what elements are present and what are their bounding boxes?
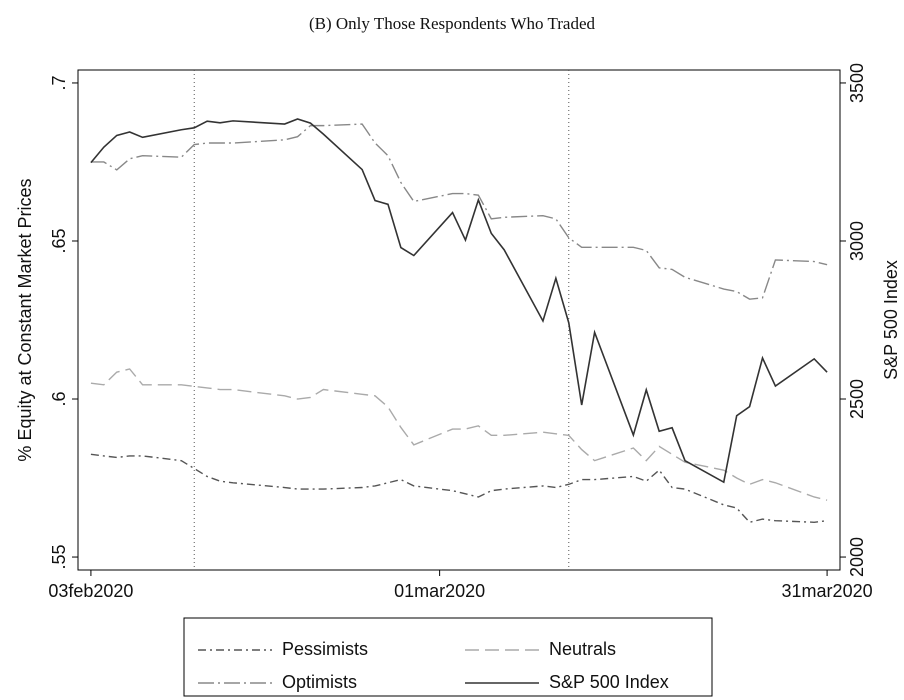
y2-tick-label: 3500	[847, 63, 867, 103]
y2-tick-label: 2500	[847, 379, 867, 419]
y-tick-label: .55	[49, 545, 69, 570]
legend-frame	[183, 617, 713, 697]
legend-label: Neutrals	[549, 639, 616, 659]
y-tick-label: .7	[49, 75, 69, 90]
y2-tick-label: 2000	[847, 537, 867, 577]
series-line	[90, 453, 828, 524]
x-tick-label: 31mar2020	[782, 581, 873, 601]
x-tick-label: 01mar2020	[394, 581, 485, 601]
y-tick-label: .65	[49, 228, 69, 253]
x-tick-label: 03feb2020	[48, 581, 133, 601]
y2-axis-label: S&P 500 Index	[881, 260, 901, 380]
plot-frame	[77, 69, 841, 571]
y-tick-label: .6	[49, 392, 69, 407]
legend-label: Optimists	[282, 672, 357, 692]
y2-tick-label: 3000	[847, 221, 867, 261]
series-line	[90, 118, 828, 484]
series-line	[90, 368, 828, 501]
series-line	[90, 123, 828, 300]
legend-label: S&P 500 Index	[549, 672, 669, 692]
legend-label: Pessimists	[282, 639, 368, 659]
y-axis-label: % Equity at Constant Market Prices	[15, 178, 35, 461]
chart-title: (B) Only Those Respondents Who Traded	[309, 14, 596, 33]
